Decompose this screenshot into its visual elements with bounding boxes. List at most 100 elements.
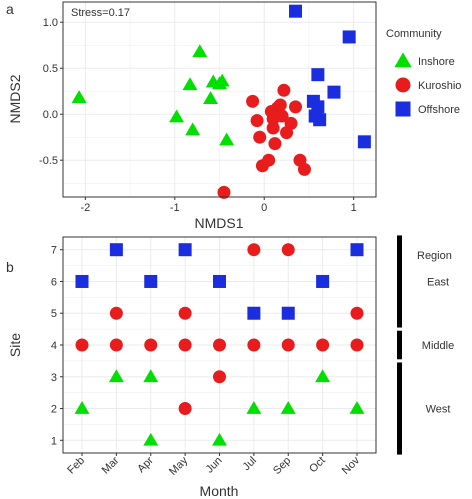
- x-tick-label: Feb: [65, 455, 87, 477]
- y-tick-label: 3: [51, 372, 57, 384]
- data-point-offshore: [75, 274, 89, 288]
- data-point-inshore: [315, 369, 331, 383]
- legend-marker-inshore: [394, 52, 412, 68]
- data-point-inshore: [143, 369, 159, 383]
- data-point-inshore: [214, 73, 230, 87]
- panel-b-y-axis-label: Site: [7, 333, 23, 357]
- data-point-kuroshio: [144, 338, 158, 352]
- data-point-offshore: [313, 113, 327, 127]
- data-point-offshore: [357, 135, 371, 149]
- legend-label-kuroshio: Kuroshio: [418, 80, 461, 92]
- data-point-offshore: [316, 274, 330, 288]
- data-point-kuroshio: [268, 137, 282, 151]
- data-point-kuroshio: [75, 338, 89, 352]
- data-point-inshore: [246, 401, 262, 414]
- region-bar-east: [397, 235, 402, 328]
- stress-annotation: Stress=0.17: [71, 7, 130, 19]
- data-point-offshore: [350, 243, 364, 257]
- data-point-inshore: [212, 432, 227, 446]
- data-point-offshore: [281, 306, 295, 320]
- region-bar-middle: [397, 330, 402, 360]
- region-label-east: East: [427, 276, 449, 288]
- legend: Community Inshore Kuroshio Offshore: [386, 28, 461, 117]
- data-point-inshore: [219, 132, 235, 146]
- data-point-kuroshio: [284, 116, 298, 130]
- y-tick-label: -0.5: [39, 155, 58, 167]
- y-tick-label: 5: [51, 308, 57, 320]
- panel-a-label: a: [6, 1, 14, 17]
- x-tick-label: Nov: [340, 454, 363, 477]
- data-point-kuroshio: [266, 121, 280, 135]
- legend-label-inshore: Inshore: [418, 56, 455, 68]
- data-point-kuroshio: [109, 306, 123, 320]
- data-point-inshore: [203, 91, 219, 104]
- data-point-kuroshio: [316, 338, 330, 352]
- y-tick-label: 0.5: [43, 63, 58, 75]
- data-point-inshore: [71, 90, 87, 104]
- data-point-offshore: [178, 243, 192, 257]
- data-point-offshore: [144, 274, 158, 288]
- x-tick-label: Jul: [241, 455, 259, 473]
- region-bar-west: [397, 362, 402, 455]
- data-point-inshore: [143, 432, 159, 446]
- data-point-kuroshio: [109, 338, 123, 352]
- data-point-kuroshio: [213, 338, 226, 352]
- data-point-kuroshio: [178, 338, 192, 352]
- panel-b: Feb Mar Apr May Jun Jul Sep Oct Nov 1 2 3 4 5 6 7 Mont…: [7, 235, 454, 499]
- data-point-inshore: [182, 77, 198, 91]
- data-point-offshore: [311, 100, 325, 114]
- panel-a: Stress=0.17 -2 -1 0 1 -0.5 0.0 0.5 1.0 NMDS1 N…: [7, 1, 461, 231]
- x-tick-label: 0: [261, 202, 267, 214]
- data-point-offshore: [247, 306, 261, 320]
- data-point-inshore: [192, 44, 208, 58]
- x-tick-label: Apr: [135, 454, 156, 475]
- data-point-kuroshio: [281, 338, 295, 352]
- data-point-offshore: [327, 85, 341, 99]
- data-point-offshore: [109, 243, 123, 257]
- data-point-kuroshio: [178, 306, 192, 320]
- data-point-inshore: [349, 401, 365, 414]
- region-bracket: Region East Middle West: [397, 235, 454, 455]
- data-point-kuroshio: [253, 130, 267, 144]
- data-point-kuroshio: [350, 306, 364, 320]
- y-tick-label: 0.0: [43, 109, 58, 121]
- panel-a-y-axis-label: NMDS2: [7, 74, 23, 123]
- y-tick-label: 1: [51, 435, 57, 447]
- data-point-kuroshio: [217, 185, 231, 199]
- panel-a-frame: [62, 1, 377, 198]
- data-point-kuroshio: [178, 402, 192, 416]
- region-groups: East Middle West: [397, 235, 454, 455]
- panel-b-x-ticks: Feb Mar Apr May Jun Jul Sep Oct Nov: [65, 453, 362, 478]
- data-point-inshore: [185, 122, 201, 136]
- y-tick-label: 1.0: [43, 17, 58, 29]
- data-point-inshore: [169, 109, 185, 123]
- data-point-inshore: [280, 401, 296, 414]
- data-point-offshore: [213, 274, 226, 288]
- data-point-offshore: [342, 30, 356, 44]
- region-header: Region: [417, 250, 452, 262]
- x-tick-label: Sep: [271, 455, 293, 477]
- panel-b-points: [74, 243, 365, 446]
- x-tick-label: Jun: [204, 455, 225, 476]
- data-point-inshore: [108, 369, 124, 383]
- y-tick-label: 4: [51, 340, 57, 352]
- data-point-kuroshio: [250, 114, 264, 128]
- legend-items: Inshore Kuroshio Offshore: [394, 52, 461, 117]
- panel-b-label: b: [6, 259, 14, 275]
- x-tick-label: -1: [170, 202, 180, 214]
- data-point-kuroshio: [247, 243, 261, 257]
- legend-marker-offshore: [395, 101, 411, 117]
- y-tick-label: 7: [51, 245, 57, 257]
- x-tick-label: -2: [80, 202, 90, 214]
- data-point-inshore: [74, 401, 90, 414]
- data-point-offshore: [311, 68, 325, 82]
- data-point-kuroshio: [213, 370, 226, 384]
- x-tick-label: 1: [351, 202, 357, 214]
- legend-label-offshore: Offshore: [418, 104, 460, 116]
- data-point-kuroshio: [246, 94, 260, 108]
- y-tick-label: 6: [51, 276, 57, 288]
- region-label-west: West: [426, 404, 451, 416]
- panel-a-y-ticks: -0.5 0.0 0.5 1.0: [39, 17, 63, 167]
- data-point-kuroshio: [277, 83, 291, 97]
- panel-b-x-axis-label: Month: [200, 483, 239, 499]
